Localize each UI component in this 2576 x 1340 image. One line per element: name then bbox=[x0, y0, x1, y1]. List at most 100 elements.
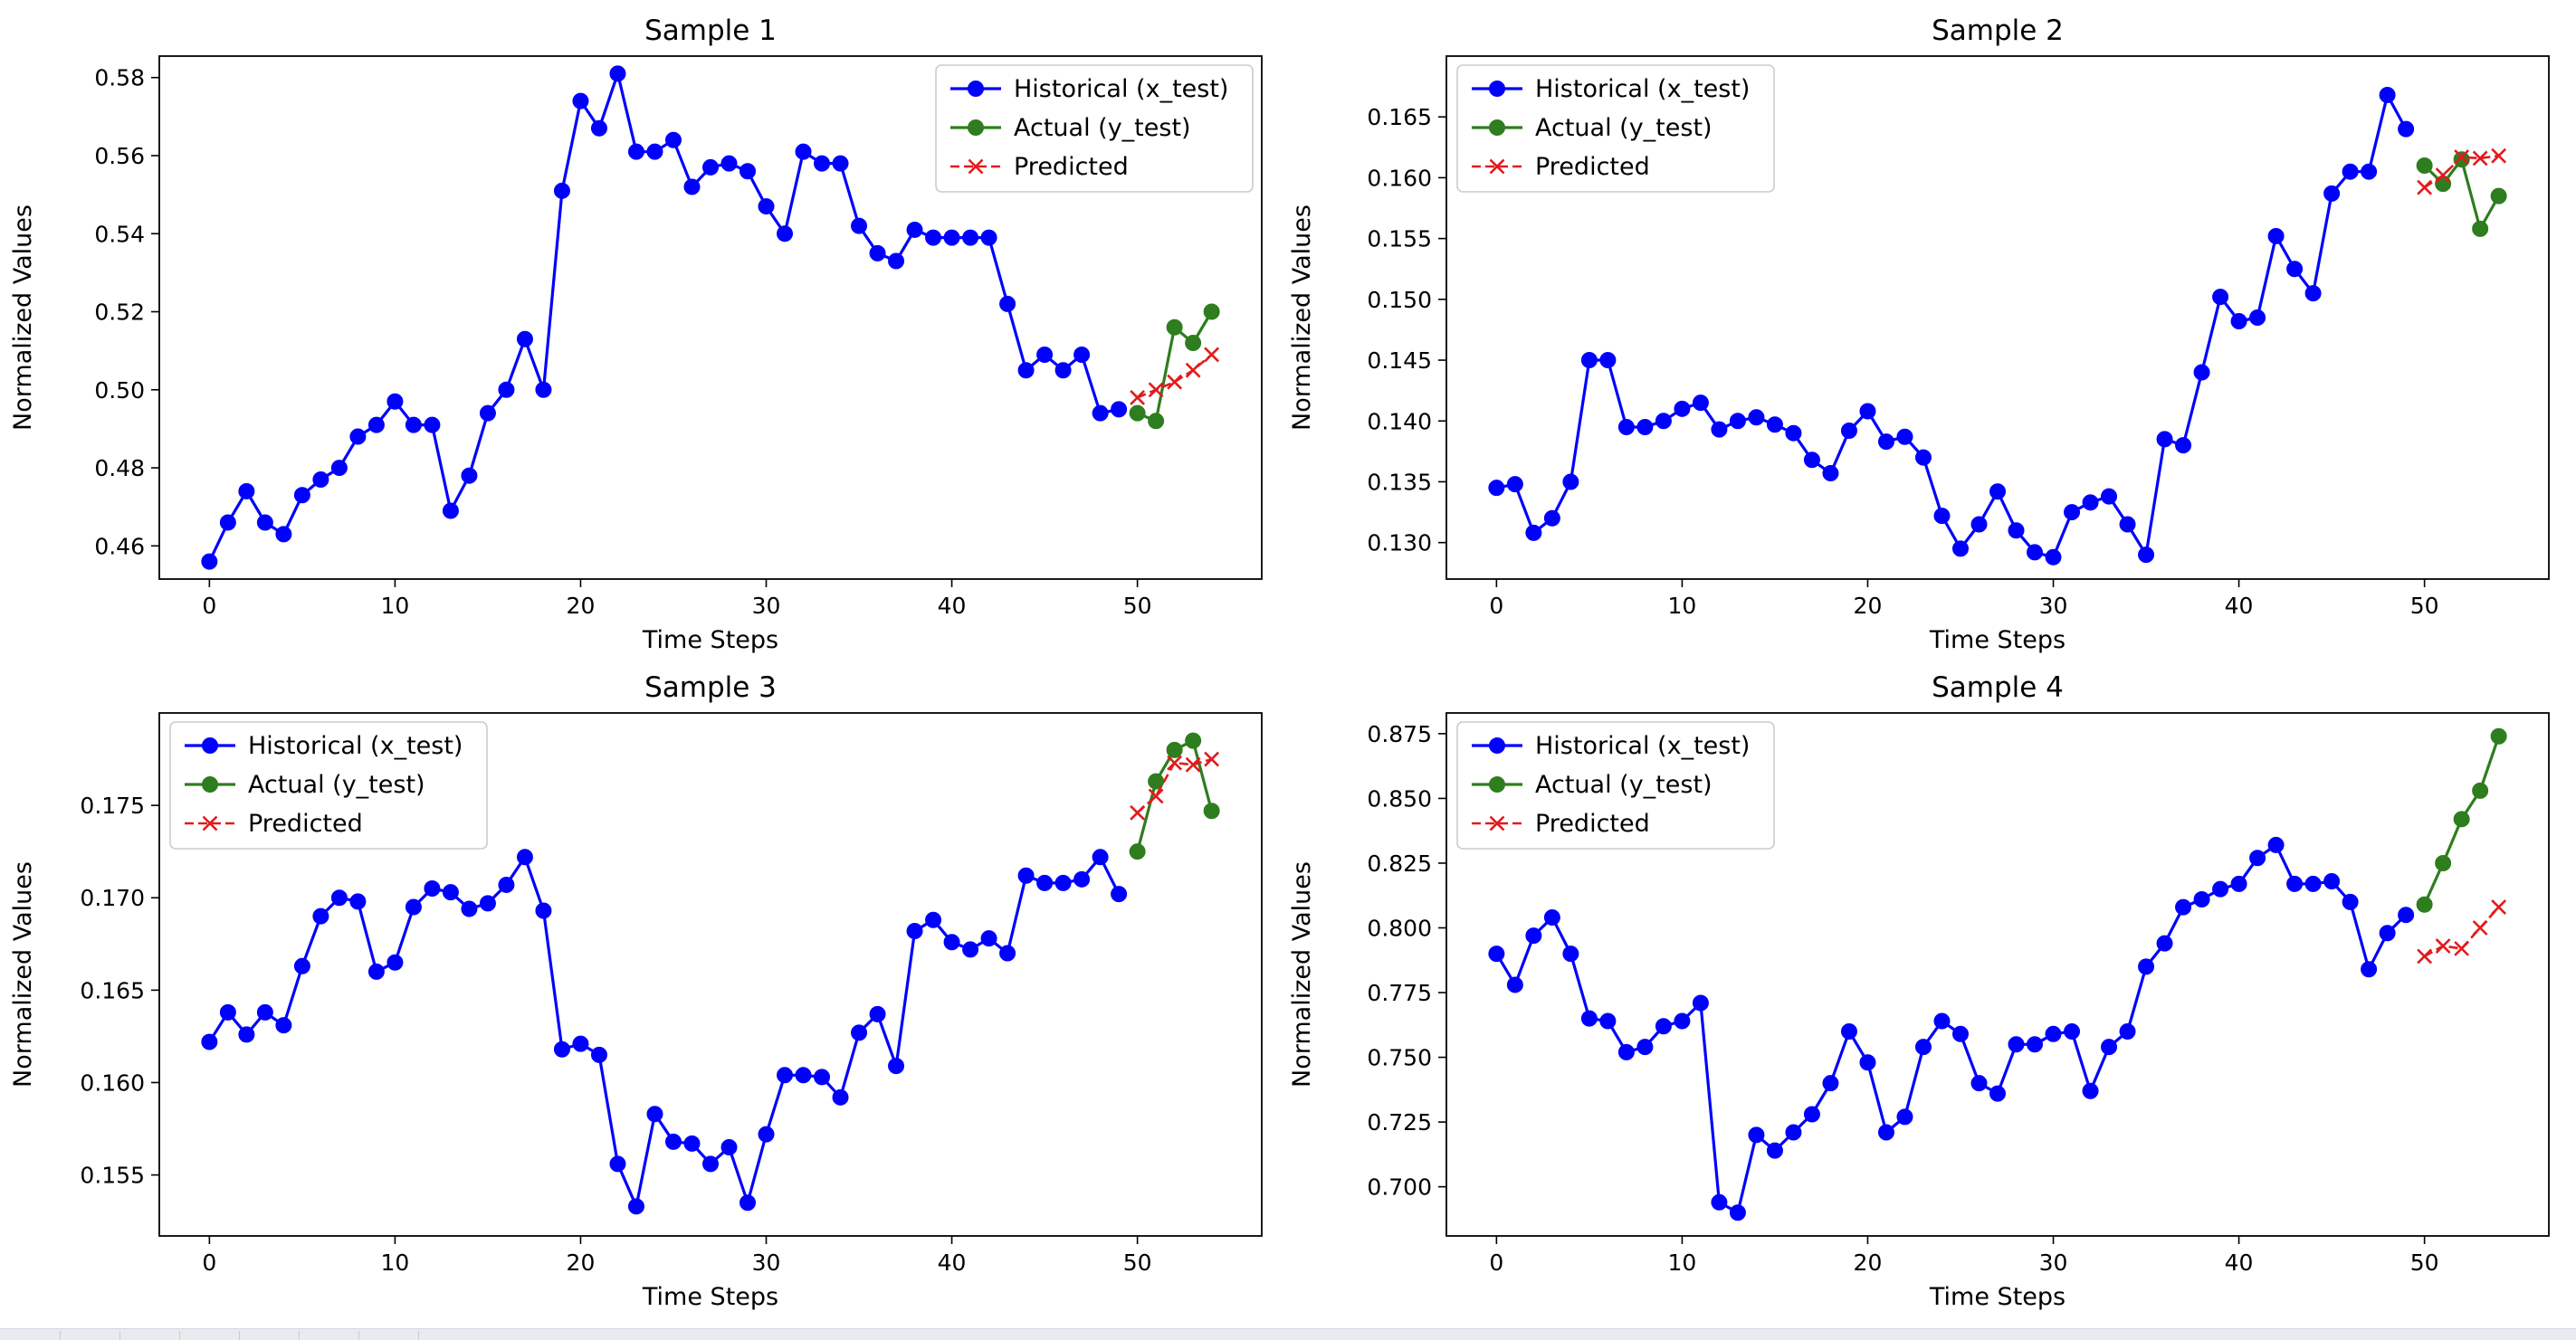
legend-swatch-marker-predicted bbox=[1489, 815, 1505, 832]
x-tick-label: 50 bbox=[2410, 593, 2439, 619]
data-point-historical bbox=[720, 1138, 738, 1155]
data-point-historical bbox=[1617, 418, 1635, 435]
data-point-historical bbox=[1599, 352, 1617, 369]
y-tick-label: 0.725 bbox=[1367, 1109, 1432, 1136]
chart-title: Sample 2 bbox=[1932, 14, 2064, 47]
data-point-actual bbox=[1185, 335, 1202, 352]
x-axis-label: Time Steps bbox=[642, 626, 778, 654]
y-tick-label: 0.56 bbox=[94, 143, 145, 169]
data-point-historical bbox=[1711, 1193, 1728, 1211]
legend-label-historical: Historical (x_test) bbox=[1535, 75, 1750, 103]
data-point-historical bbox=[2361, 961, 2378, 978]
subplot-sample-1: Sample 1 0 10 20 30 40 50 0.46 0.48 0.50 0.52 0.54 0… bbox=[9, 14, 1263, 654]
data-point-actual bbox=[1129, 843, 1146, 860]
data-point-historical bbox=[1543, 509, 1560, 527]
series-historical bbox=[201, 65, 1128, 570]
data-point-actual bbox=[1129, 404, 1146, 422]
y-tick-label: 0.58 bbox=[94, 65, 145, 91]
y-tick-label: 0.775 bbox=[1367, 980, 1432, 1006]
data-point-historical bbox=[1933, 508, 1951, 525]
data-point-predicted bbox=[1185, 756, 1201, 773]
data-point-historical bbox=[461, 900, 478, 917]
data-point-historical bbox=[1803, 451, 1820, 469]
y-tick-label: 0.155 bbox=[1367, 226, 1432, 252]
data-point-predicted bbox=[2417, 179, 2433, 195]
data-point-historical bbox=[2379, 87, 2396, 104]
data-point-historical bbox=[424, 416, 441, 433]
x-axis-label: Time Steps bbox=[642, 1283, 778, 1311]
data-point-historical bbox=[367, 416, 385, 433]
data-point-historical bbox=[1562, 946, 1579, 963]
x-tick-label: 0 bbox=[1489, 593, 1503, 619]
data-point-historical bbox=[516, 330, 533, 347]
data-point-historical bbox=[664, 131, 682, 148]
x-tick-label: 10 bbox=[1668, 1250, 1697, 1276]
data-point-historical bbox=[2008, 1036, 2025, 1053]
data-point-historical bbox=[219, 514, 236, 531]
data-point-historical bbox=[814, 155, 831, 172]
data-point-historical bbox=[1711, 421, 1728, 438]
y-tick-label: 0.130 bbox=[1367, 530, 1432, 556]
data-point-historical bbox=[683, 1135, 701, 1152]
data-point-predicted bbox=[1204, 347, 1220, 363]
data-point-historical bbox=[1073, 346, 1091, 363]
data-point-historical bbox=[479, 895, 496, 912]
data-point-historical bbox=[498, 876, 515, 893]
x-tick-label: 0 bbox=[202, 593, 216, 619]
data-point-historical bbox=[572, 1035, 589, 1052]
series-line-historical bbox=[1495, 843, 2408, 1214]
data-point-actual bbox=[1166, 318, 1183, 336]
data-point-historical bbox=[1674, 1012, 1691, 1030]
data-point-predicted bbox=[2491, 147, 2507, 164]
data-point-historical bbox=[1859, 1054, 1876, 1071]
data-point-historical bbox=[1636, 418, 1654, 435]
data-point-historical bbox=[442, 884, 459, 901]
y-tick-label: 0.800 bbox=[1367, 915, 1432, 941]
series-predicted bbox=[2417, 147, 2507, 195]
y-tick-label: 0.850 bbox=[1367, 785, 1432, 812]
data-point-historical bbox=[832, 155, 849, 172]
taskbar-tab-stub bbox=[239, 1331, 300, 1340]
x-tick-label: 30 bbox=[2039, 1250, 2068, 1276]
data-point-historical bbox=[312, 471, 329, 489]
subplot-sample-2: Sample 2 0 10 20 30 40 50 0.130 0.135 0.140 0.145 0… bbox=[1288, 14, 2550, 654]
y-axis-label: Normalized Values bbox=[9, 861, 37, 1088]
data-point-historical bbox=[646, 143, 663, 160]
y-tick-label: 0.54 bbox=[94, 221, 145, 247]
window-bottom-strip bbox=[0, 1328, 2576, 1340]
data-point-historical bbox=[386, 393, 404, 410]
data-point-historical bbox=[739, 1194, 757, 1212]
data-point-historical bbox=[1914, 449, 1932, 466]
data-point-historical bbox=[795, 143, 812, 160]
data-point-historical bbox=[2323, 185, 2341, 202]
data-point-historical bbox=[330, 460, 348, 477]
chart-title: Sample 1 bbox=[644, 14, 777, 47]
data-point-historical bbox=[1617, 1043, 1635, 1060]
y-tick-label: 0.48 bbox=[94, 455, 145, 481]
taskbar-tab-stub bbox=[358, 1331, 419, 1340]
x-tick-label: 40 bbox=[938, 593, 967, 619]
data-point-historical bbox=[1803, 1106, 1820, 1123]
data-point-historical bbox=[1766, 1142, 1783, 1159]
legend: Historical (x_test) Actual (y_test) Predic… bbox=[935, 64, 1254, 193]
data-point-historical bbox=[1111, 401, 1128, 418]
data-point-historical bbox=[2193, 364, 2210, 381]
y-tick-label: 0.140 bbox=[1367, 408, 1432, 434]
taskbar-tab-stub bbox=[119, 1331, 180, 1340]
data-point-predicted bbox=[1167, 374, 1183, 390]
legend: Historical (x_test) Actual (y_test) Predic… bbox=[1456, 64, 1775, 193]
y-axis-label: Normalized Values bbox=[1288, 861, 1316, 1088]
x-tick-label: 30 bbox=[2039, 593, 2068, 619]
data-point-historical bbox=[330, 889, 348, 907]
x-tick-label: 30 bbox=[752, 1250, 781, 1276]
data-point-historical bbox=[1543, 909, 1560, 927]
data-point-historical bbox=[2101, 488, 2118, 505]
series-actual bbox=[1129, 303, 1220, 430]
chart-title: Sample 4 bbox=[1932, 671, 2064, 704]
data-point-historical bbox=[795, 1067, 812, 1084]
series-historical bbox=[1488, 836, 2415, 1221]
data-point-historical bbox=[814, 1069, 831, 1086]
taskbar-tab-stub bbox=[0, 1331, 61, 1340]
legend-swatch-marker-actual bbox=[1489, 119, 1505, 136]
data-point-historical bbox=[535, 381, 552, 398]
